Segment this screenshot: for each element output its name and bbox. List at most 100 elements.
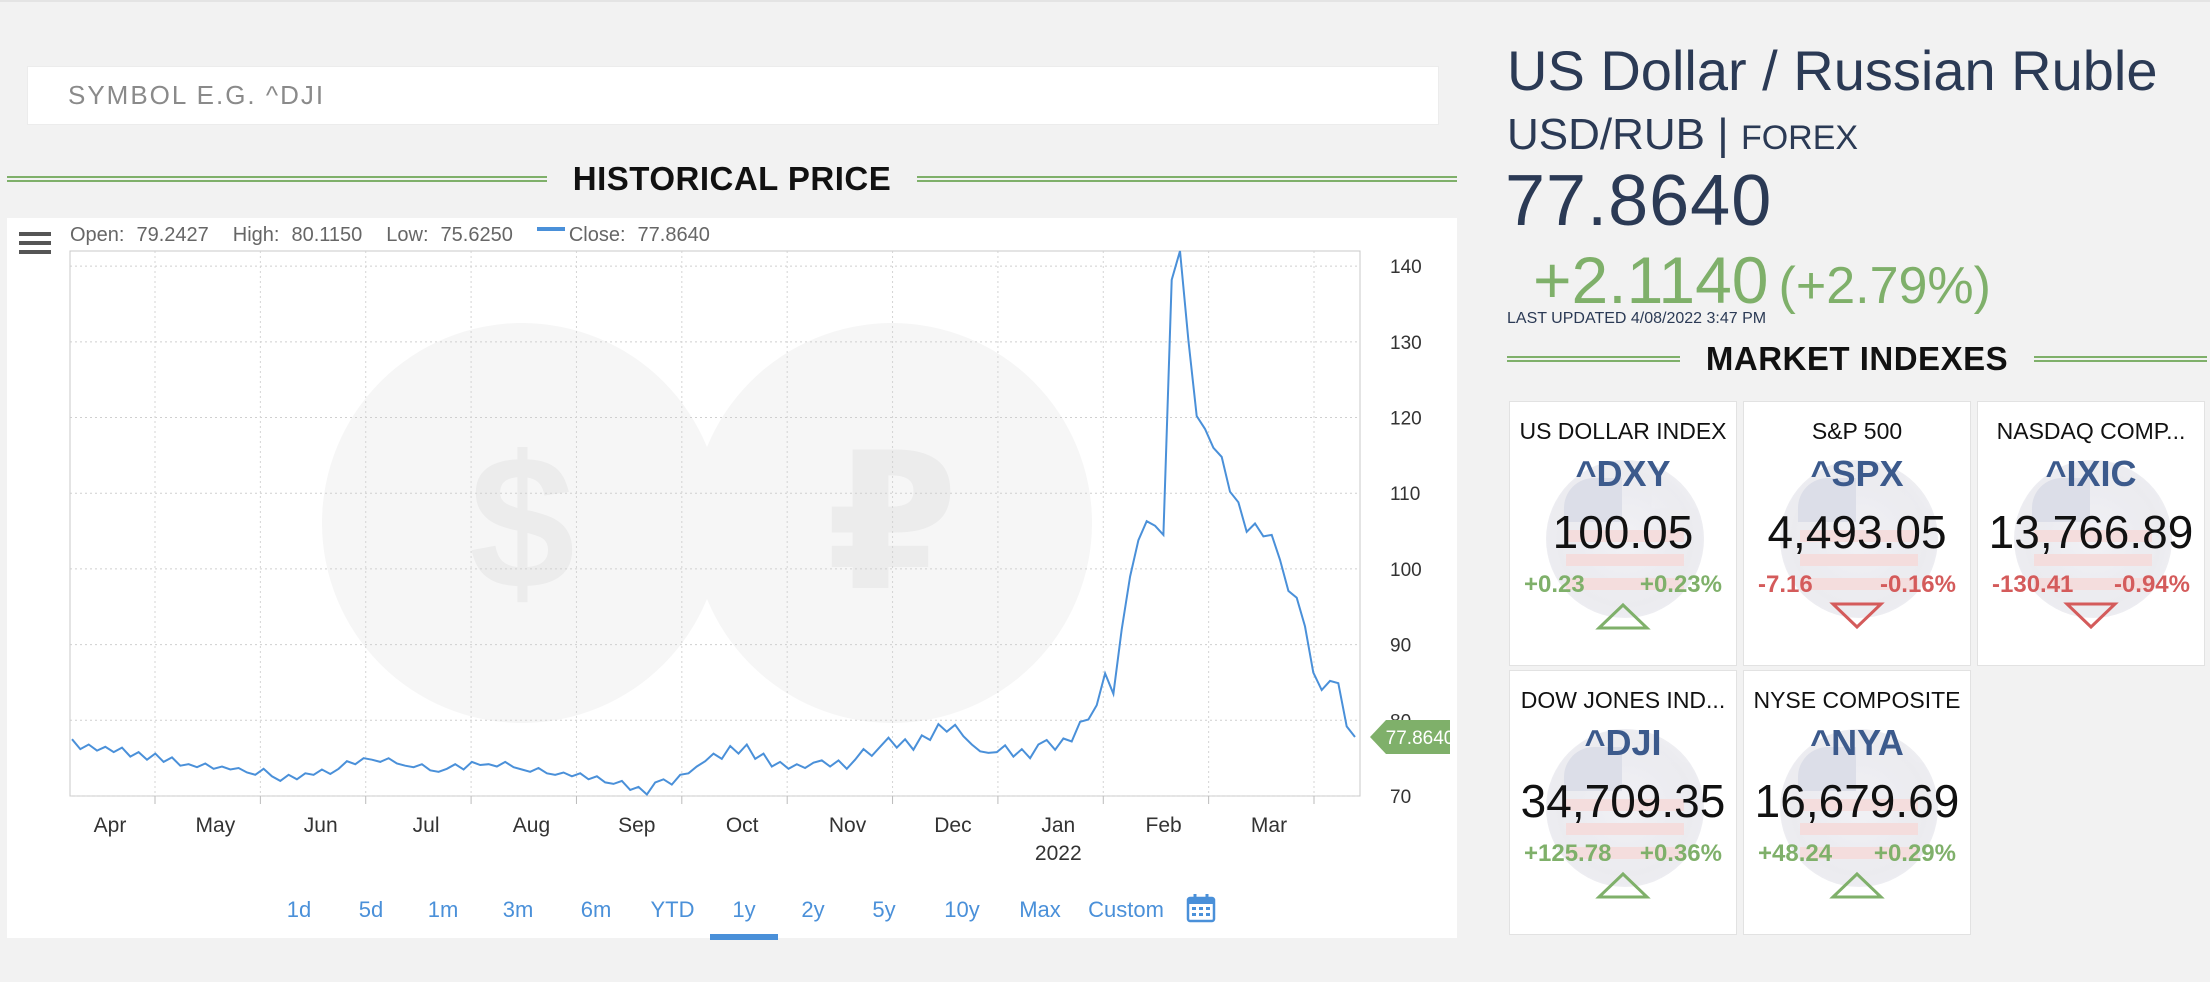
instrument-name: US Dollar / Russian Ruble bbox=[1507, 39, 2158, 102]
up-arrow-icon bbox=[1744, 870, 1970, 905]
low-value: 75.6250 bbox=[440, 224, 513, 246]
y-tick-label: 70 bbox=[1390, 787, 1411, 808]
x-tick-label: Aug bbox=[513, 814, 550, 837]
index-value: 34,709.35 bbox=[1520, 775, 1726, 827]
exchange-label: FOREX bbox=[1740, 119, 1859, 157]
x-tick-label: Apr bbox=[94, 814, 127, 837]
index-change-row: +0.23 +0.23% bbox=[1510, 571, 1736, 599]
range-1m[interactable]: 1m bbox=[427, 897, 459, 922]
historical-price-header: HISTORICAL PRICE bbox=[7, 160, 1457, 198]
y-tick-label: 130 bbox=[1390, 333, 1422, 354]
range-5d[interactable]: 5d bbox=[358, 897, 384, 922]
index-value: 4,493.05 bbox=[1767, 506, 1947, 558]
market-index-tile[interactable]: S&P 500 ^SPX 4,493.05 -7.16 -0.16% bbox=[1743, 401, 1971, 666]
header-divider-left bbox=[1507, 356, 1680, 362]
current-price-label: 77.8640 bbox=[1386, 728, 1455, 749]
pair-line: USD/RUB | FOREX bbox=[1507, 110, 1858, 160]
y-tick-label: 140 bbox=[1390, 257, 1422, 278]
range-6m[interactable]: 6m bbox=[580, 897, 612, 922]
pair-separator: | bbox=[1717, 110, 1729, 159]
change-value: +2.1140 bbox=[1533, 243, 1769, 317]
price-chart[interactable]: $₽708090100110120130140AprMayJunJulAugSe… bbox=[7, 218, 1457, 938]
header-divider-left bbox=[7, 176, 547, 182]
range-1y[interactable]: 1y bbox=[710, 890, 778, 940]
range-custom[interactable]: Custom bbox=[1088, 897, 1164, 922]
range-10y[interactable]: 10y bbox=[944, 897, 980, 922]
index-value: 13,766.89 bbox=[1988, 506, 2194, 558]
up-arrow-icon bbox=[1510, 870, 1736, 905]
x-tick-label: Jul bbox=[413, 814, 440, 837]
pair-symbol: USD/RUB bbox=[1507, 110, 1706, 159]
us-flag-icon bbox=[2014, 460, 2172, 618]
x-tick-label: Jun bbox=[304, 814, 338, 837]
close-price-line bbox=[71, 250, 1356, 797]
index-name: S&P 500 bbox=[1811, 418, 1903, 444]
index-change-row: -7.16 -0.16% bbox=[1744, 571, 1970, 599]
market-indexes-header: MARKET INDEXES bbox=[1507, 340, 2208, 378]
price-change: +2.1140 (+2.79%) bbox=[1533, 242, 1991, 318]
market-index-tile[interactable]: DOW JONES IND... ^DJI 34,709.35 +125.78 +0.3… bbox=[1509, 670, 1737, 935]
index-change-percent: +0.23% bbox=[1639, 571, 1722, 598]
calendar-icon[interactable] bbox=[1186, 893, 1216, 928]
ohlc-readout: Open: 79.2427 High: 80.1150 Low: 75.6250… bbox=[70, 224, 734, 247]
down-arrow-icon bbox=[1744, 601, 1970, 636]
index-symbol[interactable]: ^DJI bbox=[1584, 722, 1662, 763]
range-3m[interactable]: 3m bbox=[502, 897, 534, 922]
symbol-search-box[interactable] bbox=[27, 66, 1439, 125]
header-divider-right bbox=[2034, 356, 2208, 362]
current-price-badge bbox=[1370, 719, 1450, 754]
x-tick-label: May bbox=[196, 814, 236, 837]
us-flag-icon bbox=[1546, 460, 1704, 618]
range-5y[interactable]: 5y bbox=[872, 897, 896, 922]
current-price: 77.8640 bbox=[1505, 161, 1773, 241]
index-change-row: -130.41 -0.94% bbox=[1978, 571, 2204, 599]
down-arrow-icon bbox=[1978, 601, 2204, 636]
index-symbol[interactable]: ^IXIC bbox=[2045, 453, 2137, 494]
ruble-sign-icon: ₽ bbox=[826, 412, 958, 633]
chart-menu-icon[interactable] bbox=[19, 232, 51, 258]
x-tick-label: Nov bbox=[829, 814, 867, 837]
index-change: +48.24 bbox=[1758, 840, 1833, 867]
x-tick-label: Sep bbox=[618, 814, 655, 837]
index-symbol[interactable]: ^SPX bbox=[1810, 453, 1904, 494]
range-ytd[interactable]: YTD bbox=[650, 897, 695, 922]
range-2y[interactable]: 2y bbox=[801, 897, 825, 922]
rub-watermark bbox=[692, 323, 1092, 723]
index-change: +125.78 bbox=[1524, 840, 1612, 867]
high-label: High: bbox=[232, 224, 280, 246]
symbol-search-input[interactable] bbox=[66, 79, 1438, 112]
market-index-tile[interactable]: NYSE COMPOSITE ^NYA 16,679.69 +48.24 +0.29% bbox=[1743, 670, 1971, 935]
index-change-percent: -0.94% bbox=[2113, 571, 2190, 598]
x-tick-label: Oct bbox=[726, 814, 759, 837]
usd-watermark bbox=[322, 323, 722, 723]
y-tick-label: 110 bbox=[1390, 484, 1420, 505]
high-value: 80.1150 bbox=[291, 224, 363, 246]
x-tick-label: Dec bbox=[934, 814, 971, 837]
y-tick-label: 120 bbox=[1390, 409, 1422, 430]
index-symbol[interactable]: ^DXY bbox=[1575, 453, 1671, 494]
index-name: NASDAQ COMP... bbox=[1996, 418, 2186, 444]
y-tick-label: 90 bbox=[1390, 636, 1411, 657]
last-updated: LAST UPDATED 4/08/2022 3:47 PM bbox=[1507, 310, 1767, 327]
us-flag-icon bbox=[1546, 729, 1704, 887]
up-arrow-icon bbox=[1510, 601, 1736, 636]
index-symbol[interactable]: ^NYA bbox=[1810, 722, 1904, 763]
index-change-percent: -0.16% bbox=[1879, 571, 1956, 598]
index-value: 16,679.69 bbox=[1754, 775, 1960, 827]
open-value: 79.2427 bbox=[136, 224, 209, 246]
range-1d[interactable]: 1d bbox=[286, 897, 312, 922]
range-max[interactable]: Max bbox=[1019, 897, 1061, 922]
index-change-row: +48.24 +0.29% bbox=[1744, 840, 1970, 868]
close-series-swatch bbox=[536, 226, 565, 231]
x-year-label: 2022 bbox=[1035, 842, 1082, 865]
x-tick-label: Mar bbox=[1251, 814, 1287, 837]
market-index-tile[interactable]: US DOLLAR INDEX ^DXY 100.05 +0.23 +0.23% bbox=[1509, 401, 1737, 666]
market-indexes-title: MARKET INDEXES bbox=[1705, 340, 2009, 377]
us-flag-icon bbox=[1780, 460, 1938, 618]
x-tick-label: Feb bbox=[1146, 814, 1182, 837]
top-divider bbox=[0, 0, 2210, 2]
index-change: -7.16 bbox=[1758, 571, 1813, 598]
market-index-tile[interactable]: NASDAQ COMP... ^IXIC 13,766.89 -130.41 -0.94… bbox=[1977, 401, 2205, 666]
index-change-percent: +0.36% bbox=[1639, 840, 1722, 867]
index-name: DOW JONES IND... bbox=[1520, 687, 1726, 713]
